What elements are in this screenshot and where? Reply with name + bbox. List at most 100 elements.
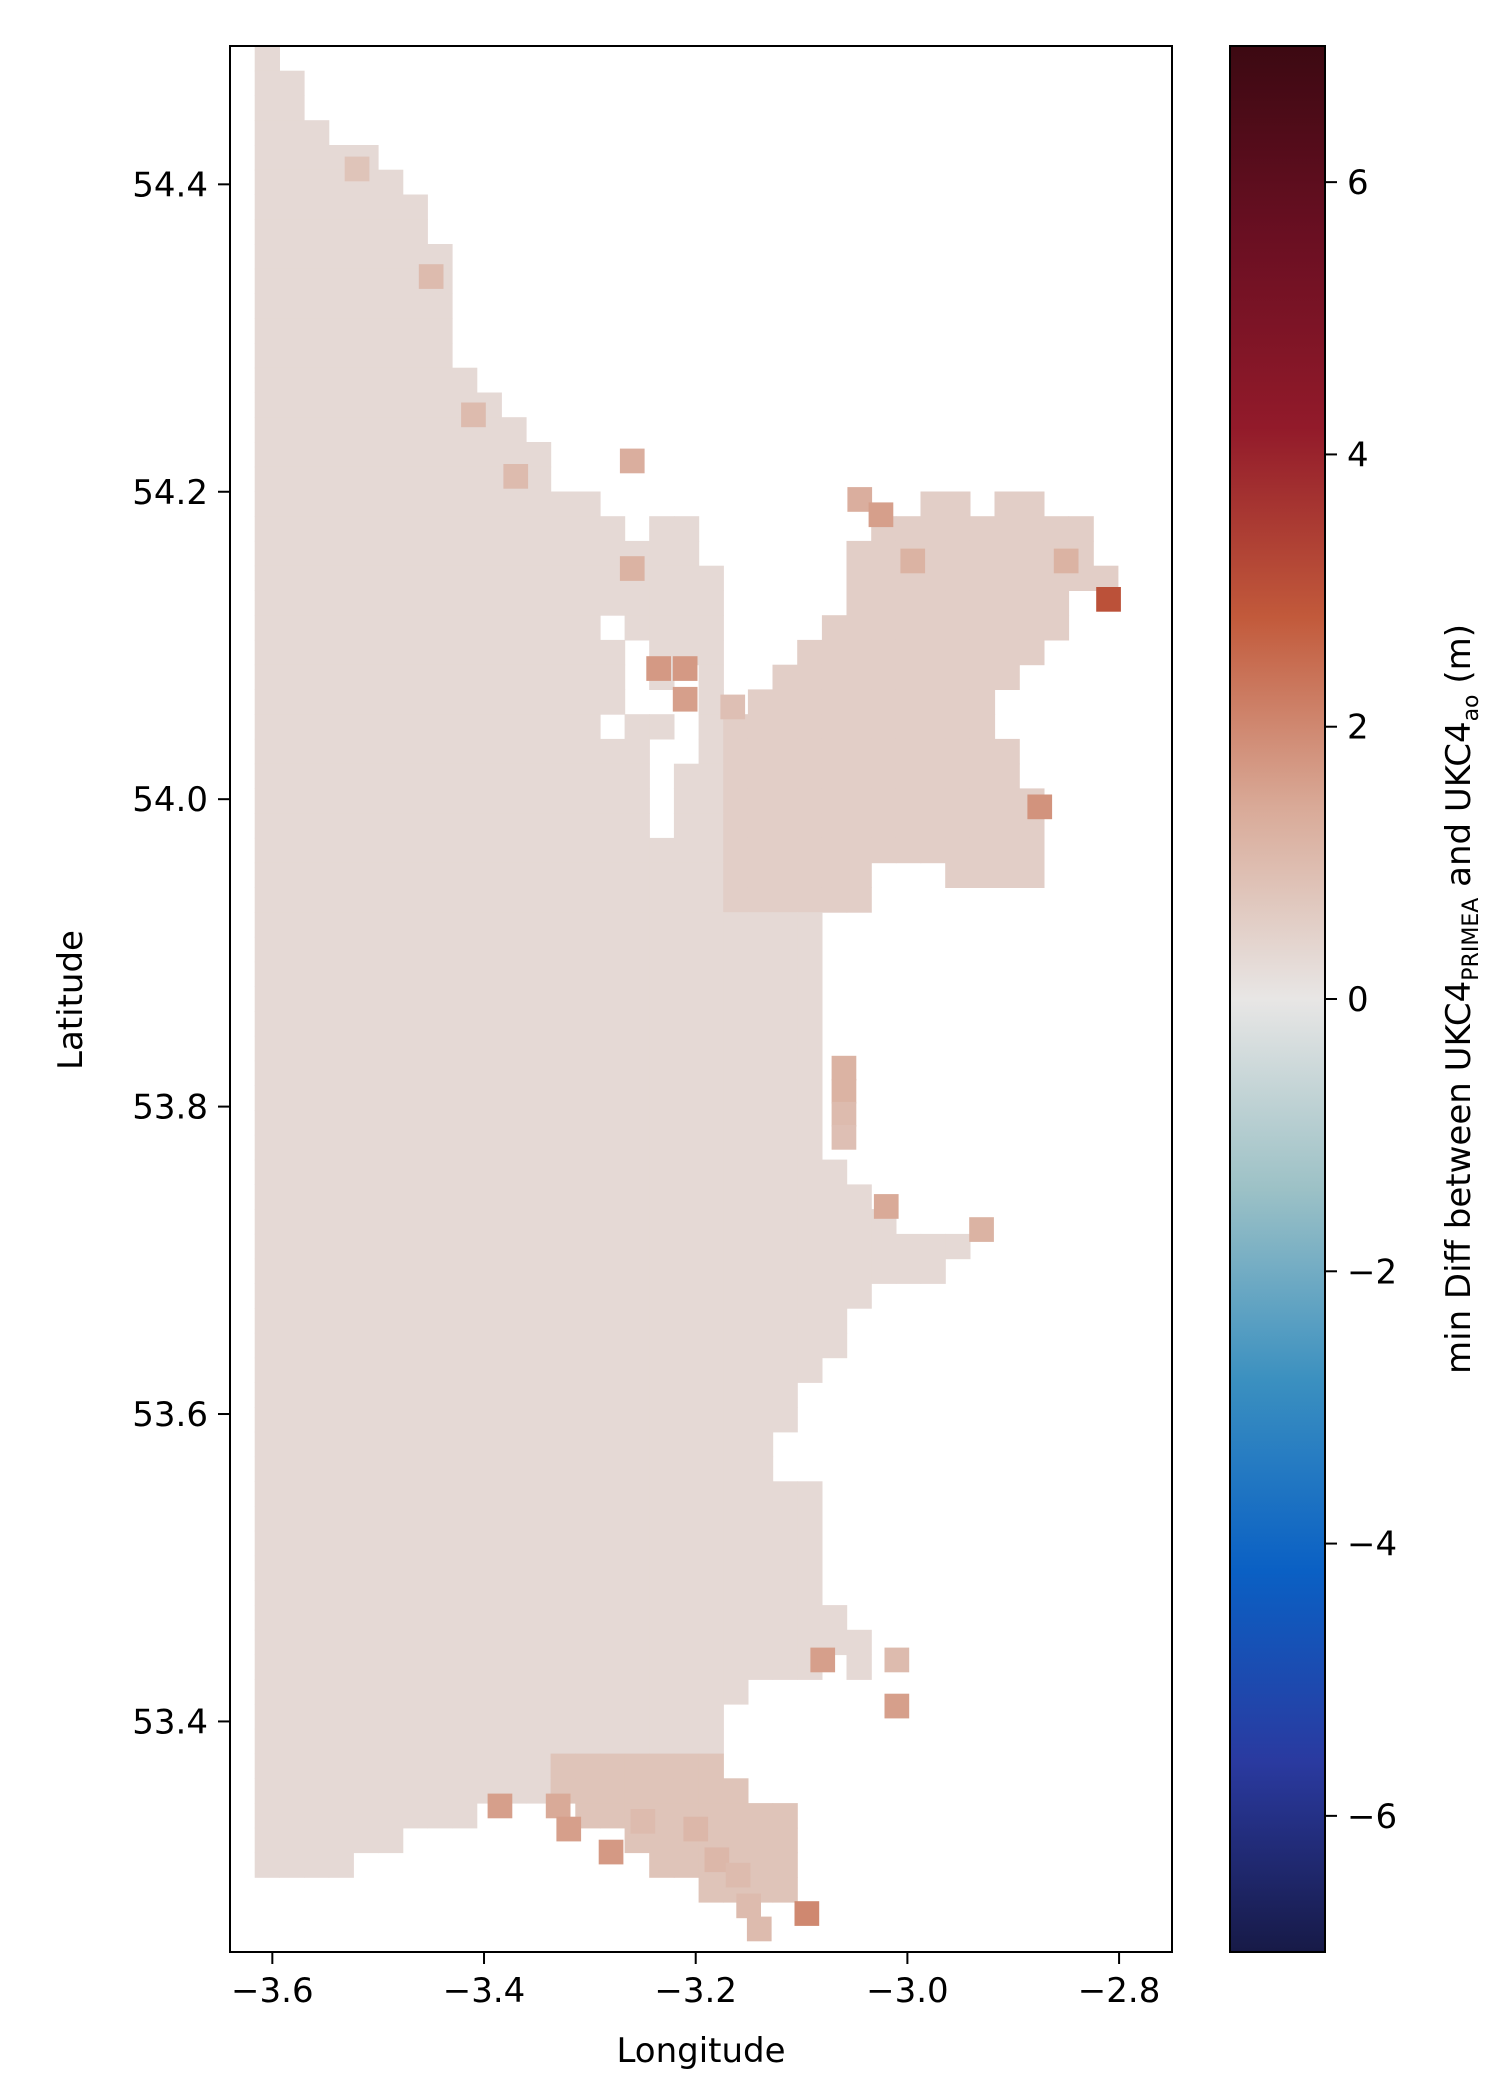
map-cell bbox=[353, 763, 379, 789]
map-cell bbox=[501, 540, 527, 567]
map-cell bbox=[452, 1530, 478, 1557]
map-cell bbox=[969, 664, 996, 690]
map-cell bbox=[501, 738, 527, 765]
map-cell bbox=[723, 1308, 749, 1334]
map-cell bbox=[575, 639, 601, 666]
map-cell bbox=[353, 1778, 379, 1804]
map-cell bbox=[427, 986, 453, 1012]
map-cell bbox=[525, 1654, 552, 1680]
map-cell bbox=[304, 1431, 330, 1458]
map-cell bbox=[649, 1407, 675, 1433]
map-cell bbox=[747, 788, 774, 814]
map-cell bbox=[698, 1283, 724, 1309]
map-cell bbox=[969, 689, 996, 715]
map-cell bbox=[575, 491, 601, 517]
map-cell bbox=[452, 763, 478, 789]
map-cell bbox=[821, 887, 848, 913]
map-cell bbox=[402, 664, 428, 690]
map-cell bbox=[328, 516, 354, 542]
map-cell bbox=[402, 1407, 428, 1433]
map-cell bbox=[476, 837, 502, 864]
map-cell bbox=[402, 1654, 428, 1680]
map-cell bbox=[846, 813, 872, 839]
map-cell bbox=[452, 1605, 478, 1631]
map-cell bbox=[575, 1431, 601, 1458]
map-cell bbox=[378, 516, 404, 542]
map-cell bbox=[649, 1134, 675, 1161]
map-cell bbox=[402, 491, 428, 517]
map-cell bbox=[1043, 590, 1070, 616]
map-cell bbox=[378, 1778, 404, 1804]
map-cell bbox=[772, 1357, 798, 1383]
map-cell bbox=[797, 1481, 823, 1507]
map-cell bbox=[452, 1035, 478, 1062]
map-cell bbox=[772, 1877, 798, 1903]
y-tick-label: 53.8 bbox=[132, 1088, 208, 1128]
map-cell bbox=[797, 1159, 823, 1185]
map-cell bbox=[304, 1332, 330, 1359]
map-cell bbox=[747, 689, 774, 715]
map-cell bbox=[723, 1110, 749, 1136]
map-cell bbox=[353, 1753, 379, 1779]
map-cell bbox=[673, 1184, 700, 1210]
map-cell bbox=[254, 1481, 280, 1507]
map-cell bbox=[673, 1580, 700, 1606]
map-cell bbox=[723, 1233, 749, 1260]
map-cell bbox=[279, 1679, 305, 1705]
map-cell bbox=[254, 1283, 280, 1309]
map-cell bbox=[1019, 491, 1045, 517]
map-cell bbox=[649, 1852, 675, 1878]
map-cell bbox=[378, 788, 404, 814]
map-cell bbox=[501, 1035, 527, 1062]
map-cell bbox=[402, 1704, 428, 1730]
map-cell bbox=[378, 1159, 404, 1185]
map-cell bbox=[575, 1728, 601, 1755]
map-cell bbox=[328, 936, 354, 963]
map-cell bbox=[550, 1258, 576, 1284]
map-cell bbox=[747, 1209, 774, 1235]
map-cell bbox=[279, 268, 305, 294]
map-cell bbox=[624, 837, 650, 864]
map-cell bbox=[452, 1481, 478, 1507]
map-cell bbox=[427, 1803, 453, 1829]
highlight-cell bbox=[746, 1916, 772, 1942]
map-cell bbox=[649, 1110, 675, 1136]
map-cell bbox=[427, 936, 453, 963]
map-cell bbox=[575, 837, 601, 864]
map-cell bbox=[402, 1778, 428, 1804]
map-cell bbox=[328, 1753, 354, 1779]
map-cell bbox=[328, 590, 354, 616]
map-cell bbox=[328, 837, 354, 864]
map-cell bbox=[402, 1580, 428, 1606]
map-cell bbox=[550, 837, 576, 864]
map-cell bbox=[969, 639, 996, 666]
map-cell bbox=[624, 788, 650, 814]
map-cell bbox=[747, 1085, 774, 1111]
highlight-cell bbox=[868, 502, 894, 528]
map-cell bbox=[402, 1753, 428, 1779]
map-cell bbox=[452, 1209, 478, 1235]
map-cell bbox=[550, 615, 576, 641]
map-cell bbox=[747, 1134, 774, 1161]
map-cell bbox=[452, 442, 478, 468]
map-cell bbox=[476, 1283, 502, 1309]
map-cell bbox=[402, 1110, 428, 1136]
map-cell bbox=[673, 1456, 700, 1482]
map-cell bbox=[353, 714, 379, 740]
map-cell bbox=[871, 590, 897, 616]
map-cell bbox=[254, 268, 280, 294]
map-cell bbox=[501, 1704, 527, 1730]
map-cell bbox=[723, 788, 749, 814]
map-cell bbox=[353, 268, 379, 294]
map-cell bbox=[476, 887, 502, 913]
map-cell bbox=[797, 1011, 823, 1037]
map-cell bbox=[624, 1308, 650, 1334]
map-cell bbox=[279, 417, 305, 443]
map-cell bbox=[550, 1679, 576, 1705]
map-cell bbox=[797, 1258, 823, 1284]
map-cell bbox=[698, 565, 724, 591]
map-cell bbox=[599, 1530, 626, 1557]
map-cell bbox=[673, 590, 700, 616]
map-cell bbox=[747, 1258, 774, 1284]
map-cell bbox=[353, 639, 379, 666]
